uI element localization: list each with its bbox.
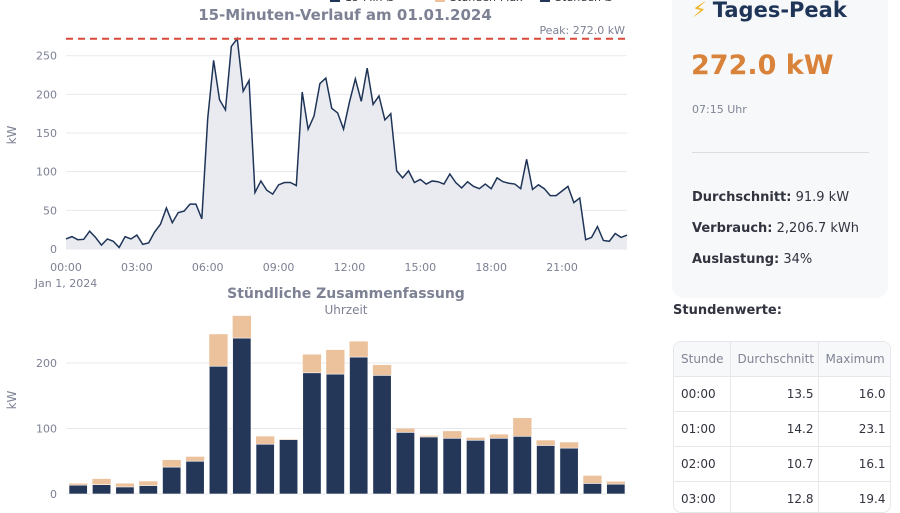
bar-hourly-average <box>537 446 555 494</box>
table-heading: Stundenwerte: <box>673 303 782 318</box>
bar-hourly-average <box>583 484 601 494</box>
x-tick-label: 21:00 <box>546 261 578 274</box>
y-tick-label: 100 <box>36 423 57 436</box>
bar-hourly-average <box>350 357 368 494</box>
bar-hourly-average <box>560 448 578 494</box>
bar-hourly-average <box>233 338 251 494</box>
chart-title: 15-Minuten-Verlauf am 01.01.2024 <box>198 6 492 24</box>
y-axis-label: kW <box>5 390 19 409</box>
cell-average: 13.5 <box>730 377 818 412</box>
bar-hourly-average <box>420 437 438 494</box>
lightning-icon: ⚡ <box>692 0 707 22</box>
y-tick-label: 200 <box>36 357 57 370</box>
x-tick-label: 09:00 <box>263 261 295 274</box>
bar-hourly-average <box>92 485 110 494</box>
bar-hourly-average <box>303 373 321 494</box>
chart-title: Stündliche Zusammenfassung <box>227 286 465 302</box>
stat-average: Durchschnitt: 91.9 kW <box>692 190 849 205</box>
x-tick-label: 18:00 <box>475 261 507 274</box>
legend-label: Stunden-Ø <box>555 0 614 4</box>
bar-hourly-average <box>69 485 87 494</box>
y-tick-label: 150 <box>36 127 57 140</box>
legend-swatch <box>540 0 550 2</box>
y-tick-label: 200 <box>36 88 57 101</box>
x-tick-label: 12:00 <box>334 261 366 274</box>
stat-consumption: Verbrauch: 2,206.7 kWh <box>692 221 859 236</box>
cell-hour: 02:00 <box>674 447 730 482</box>
y-axis-label: kW <box>5 125 19 144</box>
charts-area: 0 50 100 150 200 250 00:00 03:00 06:00 09:00 12:00… <box>0 0 660 501</box>
cell-maximum: 19.4 <box>818 482 890 513</box>
y-tick-label: 0 <box>50 243 57 256</box>
y-tick-label: 0 <box>50 488 57 501</box>
column-header-hour[interactable]: Stunde <box>674 342 730 377</box>
y-tick-label: 100 <box>36 166 57 179</box>
bar-hourly-average <box>209 366 227 494</box>
bar-hourly-average <box>279 440 297 494</box>
cell-maximum: 16.0 <box>818 377 890 412</box>
bar-hourly-average <box>326 374 344 494</box>
bar-hourly-average <box>607 484 625 494</box>
cell-average: 14.2 <box>730 412 818 447</box>
peak-card: ⚡ Tages-Peak 272.0 kW 07:15 Uhr Durchschn… <box>672 0 888 298</box>
peak-label: Peak: 272.0 kW <box>539 24 625 37</box>
bar-hourly-average <box>466 440 484 494</box>
bar-hourly-average <box>256 444 274 494</box>
x-tick-label: 06:00 <box>192 261 224 274</box>
bar-hourly-average <box>396 432 414 494</box>
legend-label: Stunden-Max <box>450 0 523 4</box>
peak-time: 07:15 Uhr <box>692 103 747 116</box>
column-header-maximum[interactable]: Maximum <box>818 342 890 377</box>
cell-maximum: 16.1 <box>818 447 890 482</box>
table-header-row: Stunde Durchschnitt Maximum <box>674 342 890 377</box>
bar-hourly-average <box>163 467 181 494</box>
cell-average: 12.8 <box>730 482 818 513</box>
legend-swatch <box>435 0 445 2</box>
bar-hourly-average <box>373 375 391 494</box>
divider <box>692 152 869 153</box>
bar-hourly-average <box>490 438 508 494</box>
x-date-label: Jan 1, 2024 <box>34 277 97 290</box>
cell-hour: 00:00 <box>674 377 730 412</box>
peak-value: 272.0 kW <box>691 50 834 81</box>
cell-average: 10.7 <box>730 447 818 482</box>
peak-title-text: Tages-Peak <box>713 0 847 22</box>
y-tick-label: 50 <box>43 204 57 217</box>
bar-hourly-average <box>443 438 461 494</box>
x-tick-label: 03:00 <box>121 261 153 274</box>
bar-hourly-average <box>513 436 531 494</box>
area-fill <box>66 39 627 249</box>
cell-maximum: 23.1 <box>818 412 890 447</box>
stat-utilization: Auslastung: 34% <box>692 252 812 267</box>
bar-hourly-average <box>116 487 134 494</box>
x-tick-label: 15:00 <box>404 261 436 274</box>
peak-card-title: ⚡ Tages-Peak <box>692 0 847 22</box>
y-tick-label: 250 <box>36 50 57 63</box>
bar-hourly-average <box>139 486 157 494</box>
x-tick-label: 00:00 <box>50 261 82 274</box>
x-axis-label: Uhrzeit <box>324 303 367 317</box>
cell-hour: 01:00 <box>674 412 730 447</box>
column-header-average[interactable]: Durchschnitt <box>730 342 818 377</box>
cell-hour: 03:00 <box>674 482 730 513</box>
legend-swatch <box>330 0 340 2</box>
bar-hourly-average <box>186 461 204 494</box>
legend-label: 15-Min-Ø <box>345 0 395 4</box>
